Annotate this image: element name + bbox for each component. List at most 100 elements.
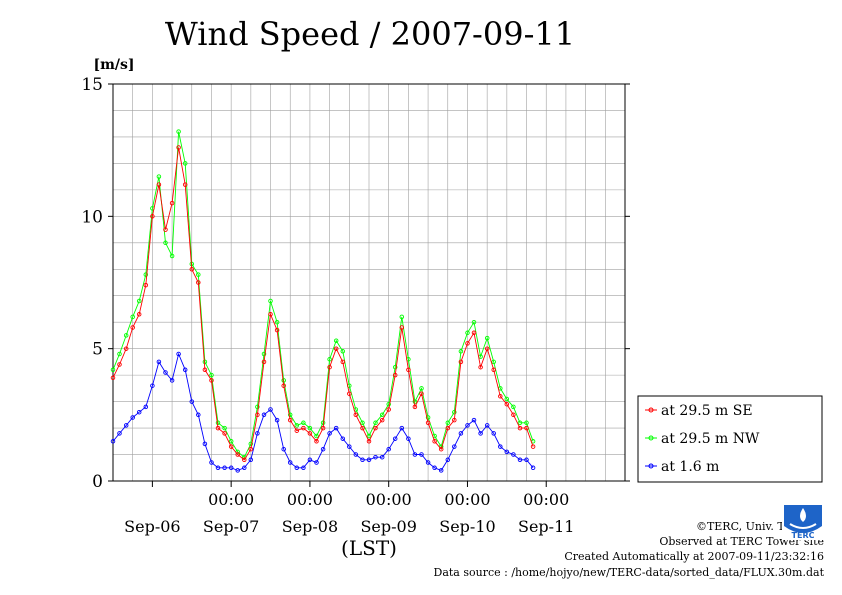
data-point xyxy=(425,460,431,465)
data-point xyxy=(504,396,510,402)
data-point xyxy=(255,431,260,436)
credits-source: Data source : /home/hojyo/new/TERC-data/… xyxy=(433,565,825,579)
data-point xyxy=(294,465,300,471)
data-point xyxy=(248,446,254,452)
data-point xyxy=(163,370,168,375)
data-point xyxy=(176,145,181,150)
data-point xyxy=(498,444,503,449)
data-point xyxy=(445,425,451,431)
data-point xyxy=(287,417,293,423)
data-point xyxy=(530,465,536,471)
data-point xyxy=(524,420,529,426)
data-point xyxy=(425,415,431,420)
data-point xyxy=(392,372,398,378)
data-point xyxy=(419,386,424,391)
data-point xyxy=(432,465,437,471)
data-point xyxy=(169,200,175,206)
data-point xyxy=(248,441,254,447)
data-point xyxy=(215,420,221,426)
series-3 xyxy=(110,351,536,473)
svg-text:TERC: TERC xyxy=(792,531,815,540)
data-point xyxy=(425,420,431,426)
data-point xyxy=(327,431,332,436)
data-point xyxy=(222,425,227,431)
x-axis-ticks: 00:00 00:00 00:00 00:00 00:00 Sep-06 Sep-07 Sep… xyxy=(124,481,574,536)
data-point xyxy=(465,423,470,428)
data-point xyxy=(242,465,247,471)
data-point xyxy=(373,425,378,431)
data-point xyxy=(445,420,451,426)
data-point xyxy=(491,431,496,436)
data-point xyxy=(406,367,411,373)
data-point xyxy=(110,367,116,373)
data-point xyxy=(498,394,503,399)
data-point xyxy=(327,357,332,362)
data-point xyxy=(182,161,188,166)
x-axis-label: (LST) xyxy=(341,536,397,560)
series-line xyxy=(112,352,534,471)
data-point xyxy=(353,452,359,457)
data-point xyxy=(373,454,378,460)
data-point xyxy=(517,425,523,431)
data-point xyxy=(143,404,149,410)
data-point xyxy=(130,314,135,320)
data-point xyxy=(530,444,536,449)
y-tick-label: 5 xyxy=(92,340,103,360)
data-point xyxy=(261,359,267,365)
data-point xyxy=(340,436,346,441)
data-point xyxy=(353,412,359,418)
legend-swatch-marker xyxy=(648,463,654,469)
legend: at 29.5 m SE at 29.5 m NW at 1.6 m xyxy=(637,395,823,483)
data-point xyxy=(248,457,254,463)
data-point xyxy=(445,457,451,463)
data-point xyxy=(182,367,188,373)
legend-label: at 29.5 m SE xyxy=(661,403,753,419)
data-point xyxy=(478,364,483,370)
data-point xyxy=(136,312,142,317)
data-point xyxy=(320,425,326,431)
data-point xyxy=(412,404,418,410)
data-point xyxy=(399,425,405,431)
data-point xyxy=(123,346,129,351)
plot-area xyxy=(112,83,626,482)
data-point xyxy=(268,407,273,412)
series-line xyxy=(112,147,534,461)
data-point xyxy=(255,412,260,418)
credits-copyright: ©TERC, Univ. Tsukuba xyxy=(695,520,824,533)
data-point xyxy=(379,454,385,460)
data-point xyxy=(314,460,319,465)
data-point xyxy=(452,409,457,415)
data-point xyxy=(163,227,168,232)
data-point xyxy=(484,346,490,351)
data-point xyxy=(196,272,201,277)
data-point xyxy=(228,444,234,449)
chart-title: Wind Speed / 2007-09-11 xyxy=(165,15,575,53)
data-point xyxy=(268,298,273,304)
x-tick-label-time: 00:00 xyxy=(523,490,569,509)
credits-observed: Observed at TERC Tower site xyxy=(659,535,824,549)
data-point xyxy=(327,364,332,370)
y-tick-label: 15 xyxy=(81,75,103,95)
data-point xyxy=(255,404,260,410)
x-tick-label-date: Sep-09 xyxy=(360,517,416,536)
data-point xyxy=(150,383,155,388)
data-point xyxy=(274,319,280,325)
data-point xyxy=(511,404,516,410)
data-point xyxy=(386,446,391,452)
data-point xyxy=(156,182,162,187)
data-point xyxy=(189,399,195,404)
data-point xyxy=(123,423,129,428)
legend-box xyxy=(637,395,823,483)
y-tick-label: 0 xyxy=(92,472,103,492)
credits-block: ©TERC, Univ. Tsukuba Observed at TERC To… xyxy=(434,519,825,580)
data-point xyxy=(242,457,247,463)
data-point xyxy=(504,449,510,455)
data-point xyxy=(386,407,391,412)
data-point xyxy=(294,423,300,428)
data-point xyxy=(202,367,208,373)
data-point xyxy=(261,412,267,418)
data-point xyxy=(340,359,346,365)
y-axis-unit-label: [m/s] xyxy=(93,57,134,73)
data-point xyxy=(517,457,523,463)
data-point xyxy=(274,417,280,423)
